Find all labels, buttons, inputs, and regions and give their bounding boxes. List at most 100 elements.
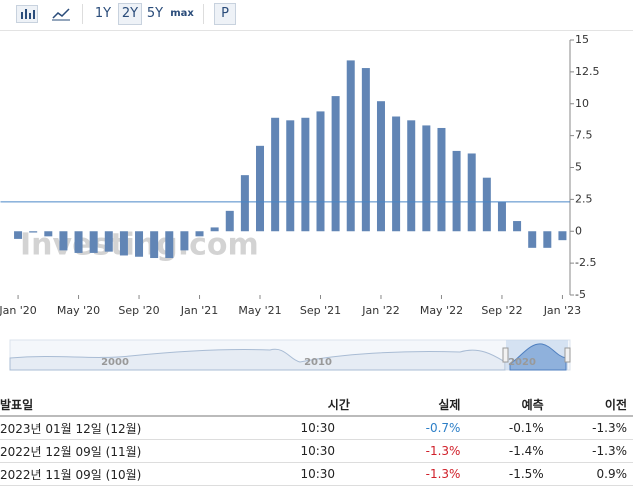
table-cell: -1.3%: [383, 439, 467, 463]
bar: [346, 60, 355, 232]
y-tick-label: 12.5: [575, 65, 600, 78]
bar: [256, 145, 265, 232]
table-cell: 10:30: [300, 439, 384, 463]
bar: [437, 127, 446, 232]
bar: [44, 231, 53, 237]
y-tick-label: 7.5: [575, 129, 593, 142]
range-button[interactable]: 5Y: [146, 6, 164, 21]
table-cell: -1.5%: [466, 462, 550, 486]
toolbar: 1Y 2Y 5Y max P: [0, 0, 633, 30]
separator: [203, 4, 204, 24]
y-tick-label: -2.5: [575, 256, 596, 269]
x-tick-label: Jan '22: [361, 304, 399, 317]
bar: [513, 221, 522, 232]
bar: [301, 117, 310, 232]
table-cell: 2022년 12월 09일 (11월): [0, 439, 301, 463]
period-button[interactable]: P: [214, 3, 236, 25]
table-row: 2023년 01월 12일 (12월) 10:30 -0.7% -0.1% -1.3%: [0, 416, 633, 440]
bar: [361, 68, 370, 232]
y-tick-label: 0: [575, 224, 582, 237]
x-tick-label: May '21: [238, 304, 281, 317]
bar: [422, 125, 431, 232]
bar: [165, 231, 174, 259]
bar: [271, 117, 280, 232]
bar: [150, 231, 159, 259]
bar: [543, 231, 552, 248]
y-tick-label: 10: [575, 97, 589, 110]
bar: [29, 231, 38, 233]
column-header: 이전: [549, 393, 633, 417]
table-row: 2022년 12월 09일 (11월) 10:30 -1.3% -1.4% -1.3%: [0, 439, 633, 463]
range-button[interactable]: max: [170, 8, 194, 19]
bar: [240, 175, 249, 232]
x-tick-label: Jan '23: [543, 304, 581, 317]
bar: [180, 231, 189, 251]
navigator-handle[interactable]: [564, 347, 571, 363]
bar: [528, 231, 537, 248]
table-row: 2022년 11월 09일 (10월) 10:30 -1.3% -1.5% 0.9%: [0, 462, 633, 486]
separator: [82, 4, 83, 24]
navigator-history: [9, 348, 506, 371]
navigator-handle[interactable]: [502, 347, 509, 363]
table-cell: 10:30: [300, 416, 384, 440]
navigator-label: 2010: [304, 357, 332, 368]
bar: [482, 177, 491, 232]
table-header: 발표일 시간 실제 예측 이전: [0, 393, 633, 417]
table-cell: 2023년 01월 12일 (12월): [0, 416, 301, 440]
table-cell: -1.3%: [549, 416, 633, 440]
navigator-label: 2020: [508, 357, 536, 368]
bar-chart-icon[interactable]: [16, 5, 38, 23]
x-tick-label: May '20: [57, 304, 100, 317]
bar: [14, 231, 23, 239]
column-header: 예측: [466, 393, 550, 417]
bar: [452, 150, 461, 232]
y-tick-label: -5: [575, 288, 586, 301]
bar: [316, 111, 325, 232]
x-tick-label: Sep '21: [300, 304, 341, 317]
x-tick-label: Jan '21: [180, 304, 218, 317]
column-header: 발표일: [0, 393, 301, 417]
line-chart-icon[interactable]: [50, 5, 72, 23]
bar: [74, 231, 83, 253]
table-body: 2023년 01월 12일 (12월) 10:30 -0.7% -0.1% -1.3% 2…: [0, 416, 633, 486]
bar: [195, 231, 204, 237]
y-tick-label: 15: [575, 33, 589, 46]
bar: [286, 120, 295, 232]
bar: [59, 231, 68, 251]
bar: [119, 231, 128, 256]
table-cell: -1.3%: [549, 439, 633, 463]
column-header: 실제: [383, 393, 467, 417]
bar: [407, 120, 416, 232]
table-cell: -0.1%: [466, 416, 550, 440]
y-tick-label: 5: [575, 161, 582, 174]
bar: [392, 116, 401, 232]
table-cell: 0.9%: [549, 462, 633, 486]
table-cell: -0.7%: [383, 416, 467, 440]
x-tick-label: May '22: [420, 304, 463, 317]
bar: [467, 153, 476, 232]
x-tick-label: Sep '20: [118, 304, 159, 317]
bar: [331, 96, 340, 232]
bar: [376, 101, 385, 232]
bar: [89, 231, 98, 253]
navigator-label: 2000: [101, 357, 129, 368]
table-cell: 10:30: [300, 462, 384, 486]
bar: [135, 231, 144, 257]
bar: [210, 227, 219, 232]
table-cell: -1.3%: [383, 462, 467, 486]
range-button[interactable]: 2Y: [118, 3, 142, 25]
bar: [558, 231, 567, 241]
y-tick-label: 2.5: [575, 192, 593, 205]
table-cell: 2022년 11월 09일 (10월): [0, 462, 301, 486]
x-tick-label: Sep '22: [481, 304, 522, 317]
column-header: 시간: [300, 393, 384, 417]
navigator: 2000 2010 2020: [9, 339, 571, 371]
bar: [104, 231, 113, 252]
bar: [225, 210, 234, 232]
x-tick-label: Jan '20: [0, 304, 37, 317]
range-button[interactable]: 1Y: [94, 6, 112, 21]
table-cell: -1.4%: [466, 439, 550, 463]
bar: [497, 201, 506, 232]
